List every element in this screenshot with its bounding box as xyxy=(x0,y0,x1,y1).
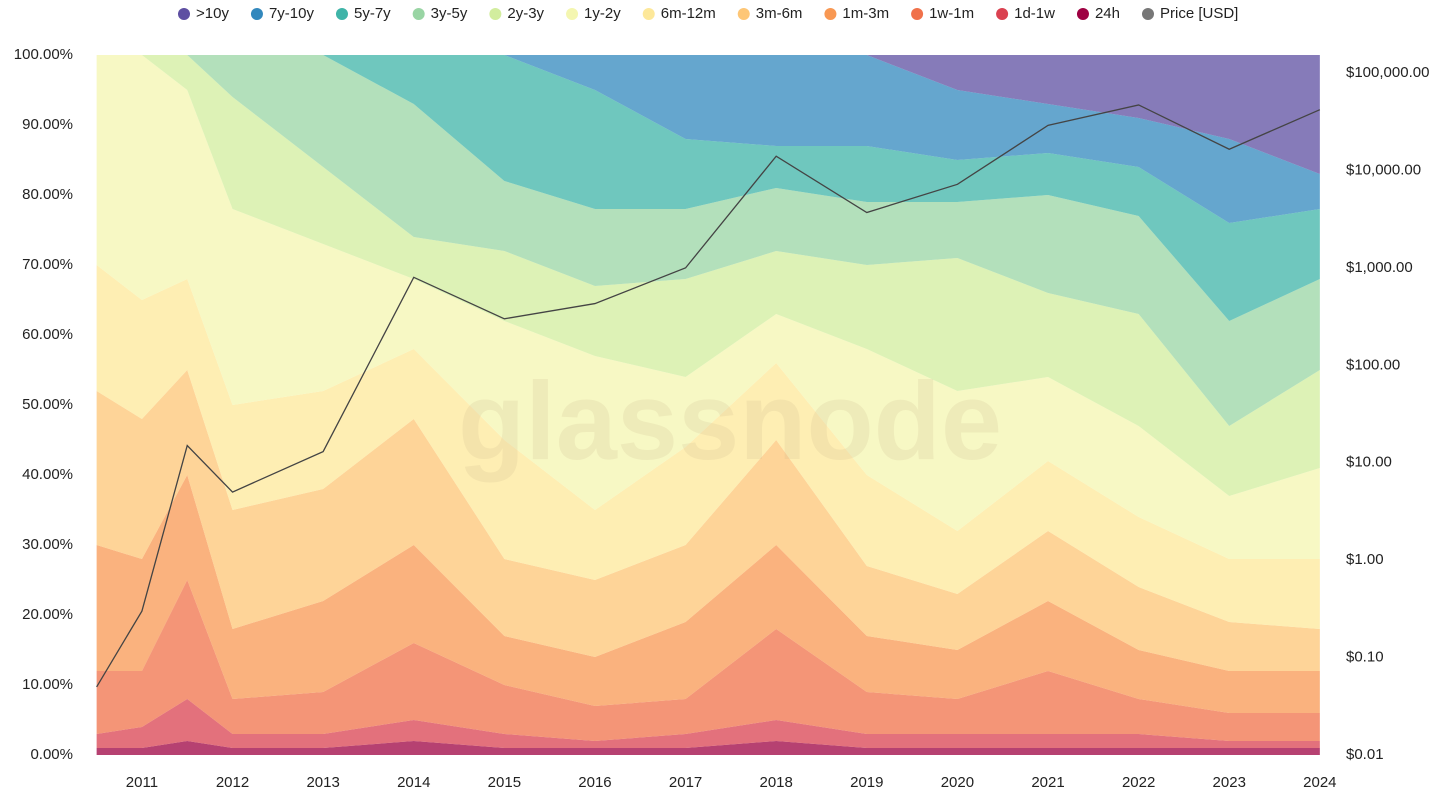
x-tick-label: 2024 xyxy=(1303,774,1336,791)
legend-label: 5y-7y xyxy=(354,5,391,22)
area-band xyxy=(96,699,1320,748)
area-band xyxy=(96,580,1320,741)
legend-label: 3m-6m xyxy=(756,5,803,22)
legend-label: 1d-1w xyxy=(1014,5,1055,22)
x-tick-label: 2022 xyxy=(1122,774,1155,791)
legend-swatch xyxy=(824,8,837,20)
legend-swatch xyxy=(178,8,190,20)
y2-tick-label: $10.00 xyxy=(1346,454,1392,471)
legend-label: 1m-3m xyxy=(842,5,889,22)
y-tick-label: 50.00% xyxy=(22,396,73,413)
y-tick-label: 30.00% xyxy=(22,536,73,553)
price-line xyxy=(96,104,1321,688)
y2-tick-label: $100.00 xyxy=(1346,356,1400,373)
x-tick-label: 2020 xyxy=(941,774,974,791)
y-tick-label: 0.00% xyxy=(30,746,73,763)
area-band xyxy=(96,55,1320,496)
area-band xyxy=(96,55,1320,223)
x-tick-label: 2015 xyxy=(488,774,521,791)
x-tick-label: 2011 xyxy=(126,774,158,791)
legend-swatch xyxy=(996,8,1009,20)
x-tick-label: 2023 xyxy=(1213,774,1246,791)
x-tick-label: 2014 xyxy=(397,774,430,791)
x-tick-label: 2017 xyxy=(669,774,702,791)
legend-label: 24h xyxy=(1095,5,1120,22)
area-band xyxy=(96,370,1320,671)
legend-label: 1w-1m xyxy=(929,5,974,22)
y2-tick-label: $10,000.00 xyxy=(1346,161,1421,178)
legend-label: Price [USD] xyxy=(1160,5,1238,22)
area-band xyxy=(96,475,1320,713)
x-tick-label: 2019 xyxy=(850,774,883,791)
y-tick-label: 60.00% xyxy=(22,326,73,343)
y2-tick-label: $0.10 xyxy=(1346,649,1384,666)
y-tick-label: 90.00% xyxy=(22,116,73,133)
area-band xyxy=(96,265,1320,629)
x-tick-label: 2013 xyxy=(306,774,339,791)
y-tick-label: 10.00% xyxy=(22,676,73,693)
legend-swatch xyxy=(737,8,750,20)
y2-tick-label: $1.00 xyxy=(1346,551,1384,568)
legend-label: >10y xyxy=(196,5,229,22)
x-tick-label: 2018 xyxy=(760,774,793,791)
legend-swatch xyxy=(335,8,348,20)
legend-swatch xyxy=(412,8,425,20)
legend-swatch xyxy=(250,8,263,20)
x-tick-label: 2021 xyxy=(1031,774,1064,791)
legend-swatch xyxy=(911,8,924,20)
legend-swatch xyxy=(1076,8,1089,20)
legend-swatch xyxy=(1142,8,1154,20)
y-tick-label: 40.00% xyxy=(22,466,73,483)
x-tick-label: 2012 xyxy=(216,774,249,791)
legend-label: 1y-2y xyxy=(584,5,621,22)
x-tick-label: 2016 xyxy=(578,774,611,791)
y2-tick-label: $1,000.00 xyxy=(1346,259,1413,276)
y-tick-label: 80.00% xyxy=(22,186,73,203)
plot-area xyxy=(96,55,1321,755)
legend-label: 3y-5y xyxy=(431,5,468,22)
area-band xyxy=(96,55,1320,321)
watermark: glassnode xyxy=(458,360,1002,483)
legend-swatch xyxy=(489,8,502,20)
y2-tick-label: $100,000.00 xyxy=(1346,64,1429,81)
area-band xyxy=(96,55,1320,174)
area-band xyxy=(96,55,1320,559)
legend-label: 2y-3y xyxy=(507,5,544,22)
legend-swatch xyxy=(566,8,579,20)
y-tick-label: 70.00% xyxy=(22,256,73,273)
y2-tick-label: $0.01 xyxy=(1346,746,1384,763)
legend-label: 6m-12m xyxy=(661,5,716,22)
area-band xyxy=(96,741,1320,755)
y-tick-label: 100.00% xyxy=(14,46,73,63)
legend-swatch xyxy=(642,8,655,20)
y-tick-label: 20.00% xyxy=(22,606,73,623)
legend-label: 7y-10y xyxy=(269,5,315,22)
